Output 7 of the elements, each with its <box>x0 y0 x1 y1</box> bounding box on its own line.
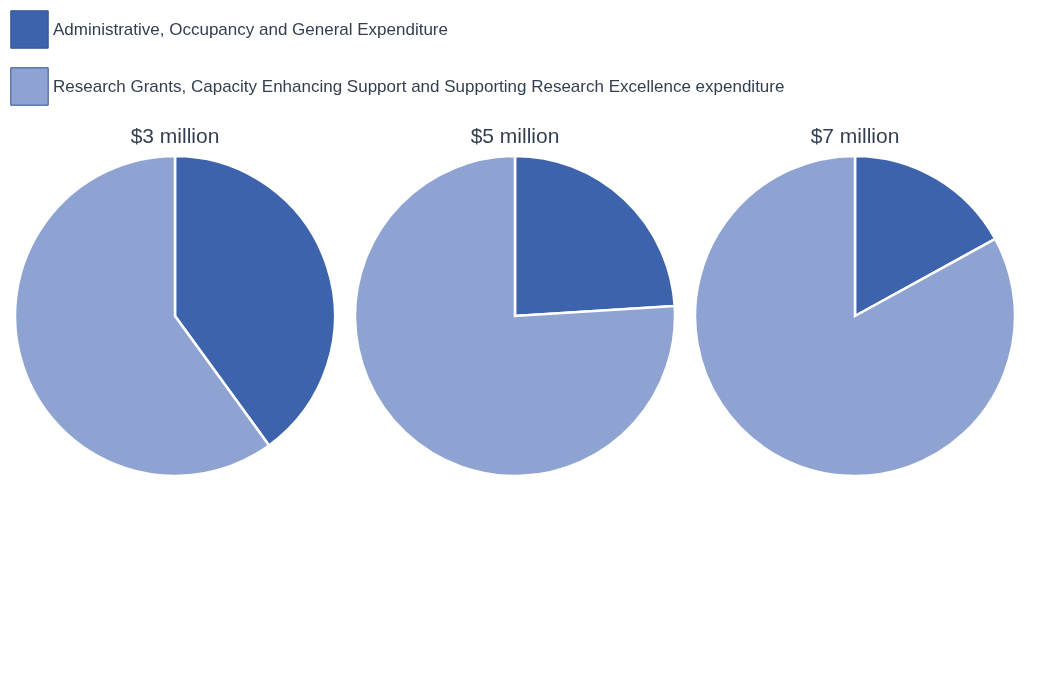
legend-label: Administrative, Occupancy and General Expenditure <box>53 19 448 39</box>
chart-title: $7 million <box>810 124 900 147</box>
pie-slice <box>353 154 676 478</box>
pie-slice <box>693 154 1017 478</box>
chart-title: $5 million <box>470 124 560 147</box>
text: $3 million <box>130 124 220 147</box>
legend-label: Research Grants, Capacity Enhancing Support and Supporting Research Excellence expenditure <box>53 76 785 96</box>
